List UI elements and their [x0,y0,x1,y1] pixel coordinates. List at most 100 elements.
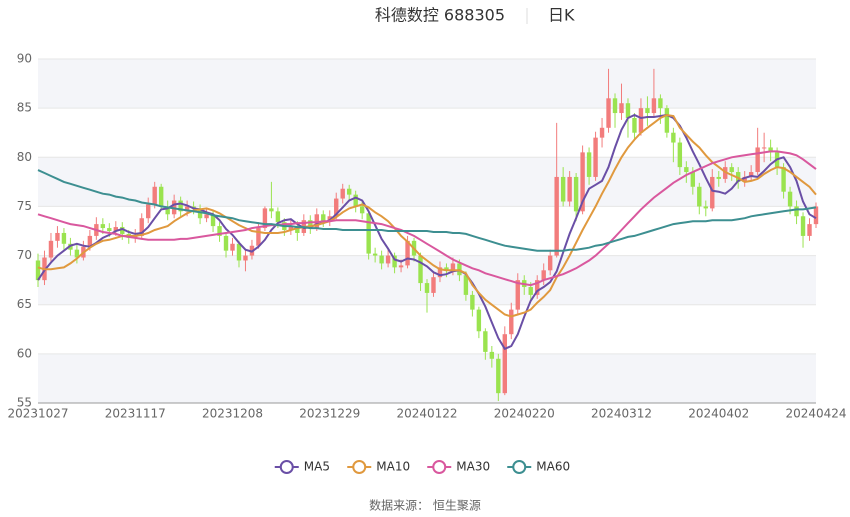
x-tick-label: 20231117 [105,407,166,421]
split-band [38,59,816,109]
y-tick-label: 55 [17,396,32,410]
chart-subtitle: 日K [548,6,575,25]
candle-body [703,206,708,209]
y-tick-label: 70 [17,248,32,262]
candle-body [146,204,151,219]
legend-label: MA30 [456,460,490,474]
candle-body [463,275,469,295]
candle-body [178,200,183,212]
candle-body [288,226,294,231]
candle-body [671,132,676,143]
candle-body [619,103,624,114]
legend-symbol [432,460,447,474]
candle-body [113,227,118,231]
source-note: 数据来源： 恒生聚源 [369,498,481,513]
candle-body [405,240,410,266]
x-tick-label: 20240220 [494,407,555,421]
candle-body [645,108,650,114]
candle-body [794,206,799,217]
candle-body [262,208,268,229]
candle-body [210,214,216,227]
candle-body [489,351,495,359]
ma-line [37,113,817,318]
candle-body [470,294,475,310]
candle-body [184,206,190,212]
candle-body [165,206,170,215]
candle-body [697,186,702,207]
candle-body [152,186,157,205]
candle-body [651,98,657,114]
legend-label: MA10 [376,460,410,474]
candle-body [236,243,242,261]
chart-title: 科德数控 688305 [375,6,505,25]
ma-line [37,169,817,252]
candle-body [710,176,715,209]
candle-body [431,277,436,293]
candle-body [593,137,598,177]
candle-body [509,309,514,335]
candle-body [321,214,326,222]
candle-body [768,147,773,153]
candle-body [223,235,229,251]
candle-body [658,98,663,109]
candle-body [217,226,222,236]
candle-body [347,188,352,195]
legend-symbol [512,460,527,474]
x-tick-label: 20231229 [299,407,360,421]
candle-body [547,255,553,271]
candle-body [535,280,540,295]
x-tick-label: 20240424 [785,407,846,421]
candle-body [308,220,313,229]
candle-body [554,176,559,256]
candle-body [742,176,747,182]
legend-symbol [279,460,294,474]
candle-body [632,117,637,133]
candle-body [787,191,793,207]
candle-body [334,198,339,217]
candle-body [55,232,60,241]
candle-body [48,240,54,258]
candle-body [392,255,397,268]
candle-body [807,224,812,236]
candle-body [515,280,520,310]
candle-body [61,232,67,244]
candle-body [664,108,670,133]
candle-body [327,216,332,222]
y-tick-label: 75 [17,199,32,213]
split-band [38,353,816,403]
candle-body [256,228,261,246]
candle-body [586,152,592,177]
candle-body [638,108,644,133]
candle-body [139,218,144,236]
candle-body [424,283,430,293]
candle-body [314,214,319,229]
candle-body [755,147,760,173]
candle-body [359,206,365,214]
x-tick-label: 20240402 [688,407,749,421]
y-tick-label: 85 [17,101,32,115]
candle-body [158,186,164,207]
legend-symbol [352,460,367,474]
y-tick-label: 60 [17,346,32,360]
candle-body [444,267,449,271]
candle-body [541,270,546,281]
candle-body [716,176,721,179]
candle-body [450,263,456,271]
candle-body [275,211,281,223]
candle-body [385,255,391,264]
x-tick-label: 20240122 [396,407,457,421]
legend-label: MA5 [304,460,330,474]
x-tick-label: 20231208 [202,407,263,421]
candle-body [573,176,579,212]
candle-body [398,265,404,268]
candle-body [502,334,507,394]
candle-body [87,235,93,247]
candle-body [599,127,605,138]
candle-body [606,98,611,128]
candle-body [295,226,300,233]
candle-body [748,172,754,177]
candle-body [476,309,482,332]
legend-label: MA60 [536,460,570,474]
candle-body [684,167,689,173]
